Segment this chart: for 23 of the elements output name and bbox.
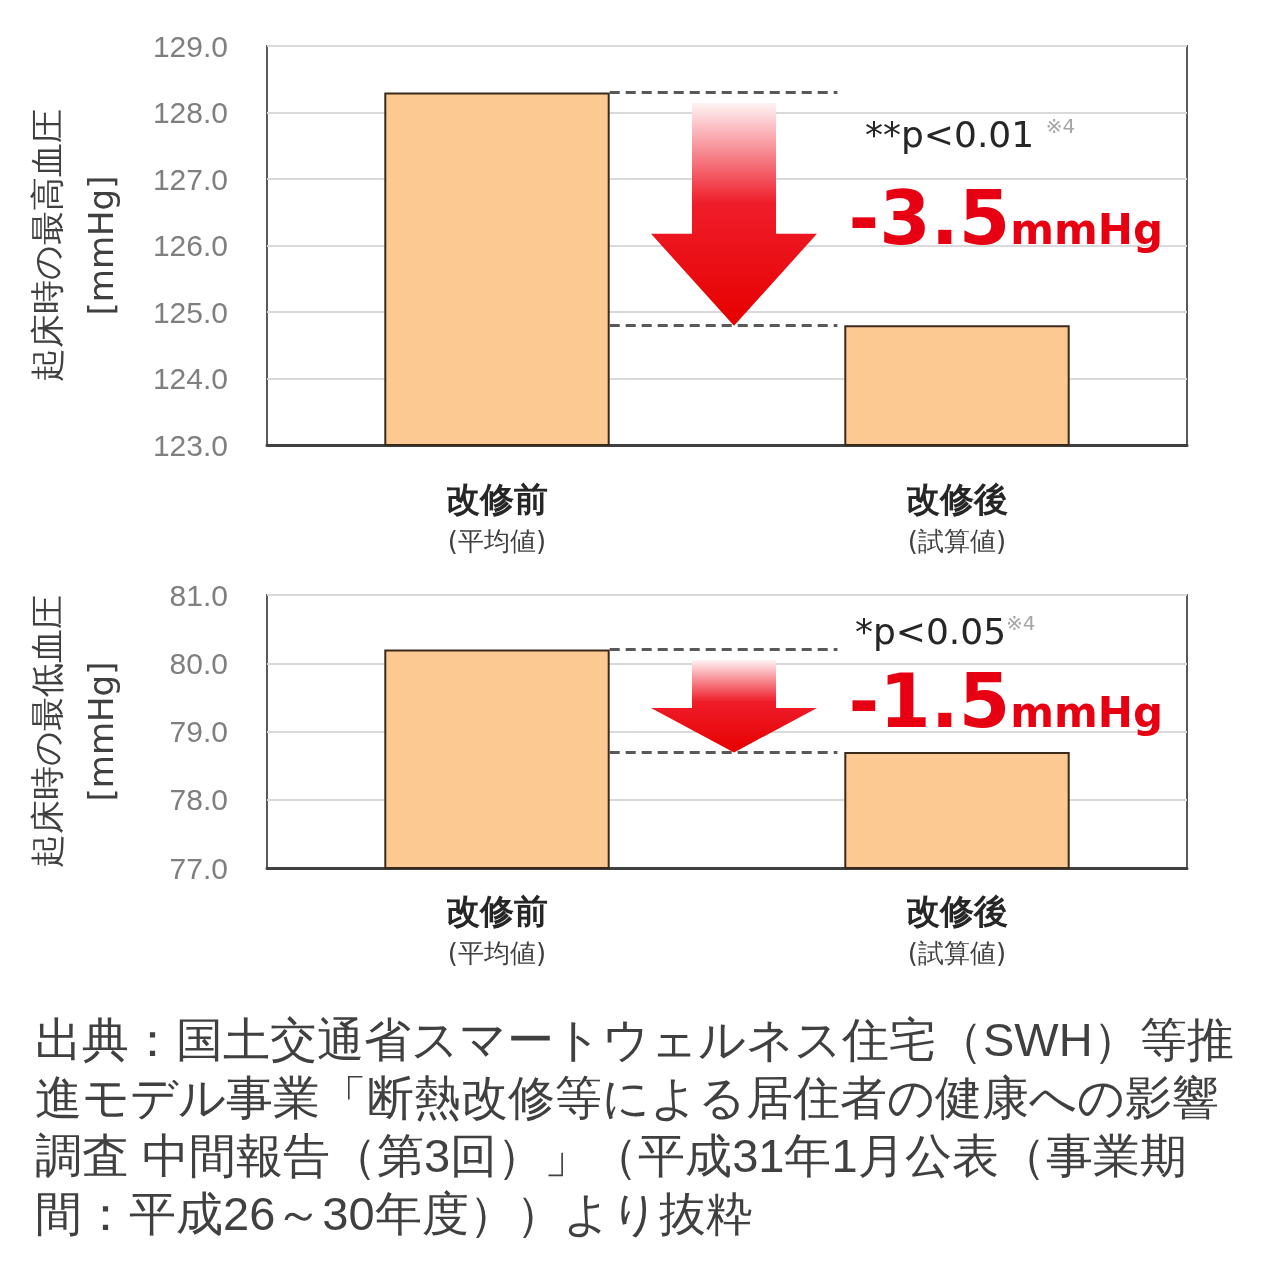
y-tick-label: 124.0 bbox=[152, 362, 228, 395]
x-tick-label: 改修後 (試算値) bbox=[906, 891, 1008, 968]
x-tick-label: 改修前 (平均値) bbox=[446, 891, 548, 968]
y-tick-label: 129.0 bbox=[152, 29, 228, 63]
x-tick-label: 改修前 (平均値) bbox=[446, 479, 548, 556]
y-tick-label: 125.0 bbox=[152, 295, 228, 329]
y-tick-label: 80.0 bbox=[169, 646, 228, 680]
y-tick-label: 77.0 bbox=[169, 851, 228, 885]
x-tick-label: 改修後 (試算値) bbox=[906, 479, 1008, 556]
y-tick-label: 81.0 bbox=[169, 578, 228, 612]
y-axis-title: 起床時の最低血圧 [mmHg] bbox=[27, 595, 121, 868]
y-tick-label: 126.0 bbox=[152, 229, 228, 262]
annotation: *p<0.05$^{※4}$ bbox=[854, 610, 1036, 652]
y-tick-label: 123.0 bbox=[152, 428, 228, 462]
source-note: 出典：国土交通省スマートウェルネス住宅（SWH）等推進モデル事業「断熱改修等による居住者の健康への影響調査 中間報告（第3回）」（平成31年1月公表（事業期間：平成26～30年度））より抜粋 bbox=[35, 1012, 1235, 1242]
y-tick-label: 79.0 bbox=[169, 715, 228, 748]
y-tick-label: 128.0 bbox=[152, 96, 228, 129]
annotation: -1.5mmHg bbox=[848, 658, 1163, 745]
annotation: -3.5mmHg bbox=[848, 174, 1163, 261]
y-tick-label: 127.0 bbox=[152, 162, 228, 196]
y-axis-title: 起床時の最高血圧 [mmHg] bbox=[27, 109, 121, 382]
y-tick-label: 78.0 bbox=[169, 783, 228, 817]
annotation: **p<0.01 $^{※4}$ bbox=[865, 113, 1076, 155]
